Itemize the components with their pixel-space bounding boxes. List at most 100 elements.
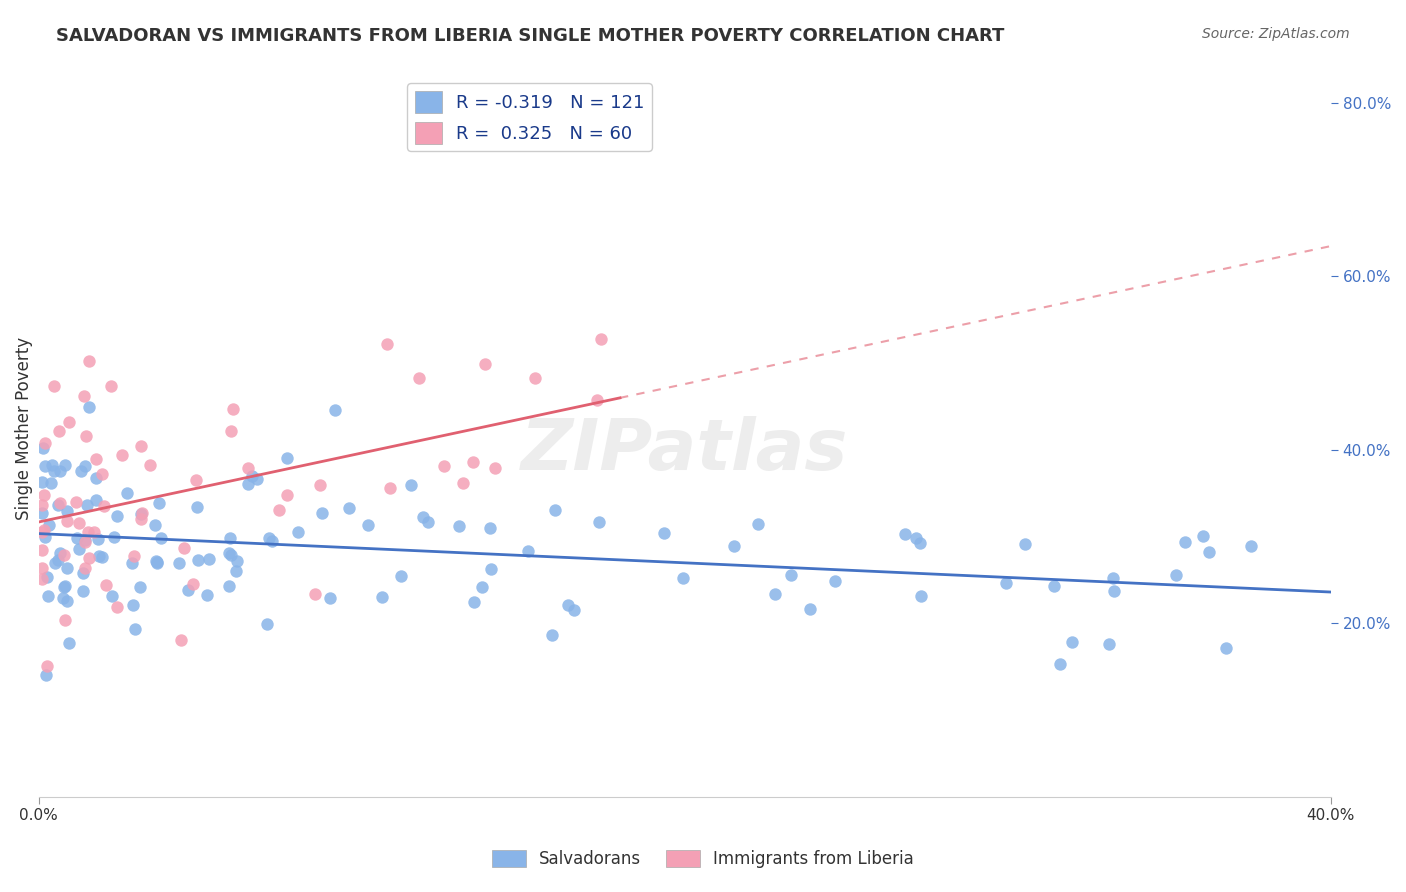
Point [32,441,55,455]
Point [34,458,56,473]
Point [77,354,100,368]
Point [562,603,585,617]
Point [186,500,208,514]
Point [41,458,63,472]
Legend: R = -0.319   N = 121, R =  0.325   N = 60: R = -0.319 N = 121, R = 0.325 N = 60 [408,83,652,151]
Point [131,506,153,520]
Point [49,546,72,560]
Point [219,424,242,438]
Point [75,429,97,443]
Point [53,580,76,594]
Point [115,486,138,500]
Point [139,458,162,472]
Point [76,525,98,540]
Point [53,458,76,472]
Point [723,539,745,553]
Point [44,379,66,393]
Point [181,577,204,591]
Point [96,578,118,592]
Point [1043,579,1066,593]
Point [44,556,66,570]
Point [1192,529,1215,543]
Point [38,518,60,533]
Point [905,531,928,545]
Point [103,530,125,544]
Point [378,481,401,495]
Point [58,636,80,650]
Point [276,488,298,502]
Point [75,458,97,473]
Point [747,517,769,532]
Legend: Salvadorans, Immigrants from Liberia: Salvadorans, Immigrants from Liberia [485,843,921,875]
Point [100,589,122,603]
Point [995,576,1018,591]
Point [187,553,209,567]
Point [218,546,240,560]
Point [72,566,94,581]
Point [31,498,53,512]
Point [269,503,291,517]
Point [1215,641,1237,656]
Point [84,492,107,507]
Point [1102,584,1125,599]
Point [46,499,69,513]
Point [221,401,243,416]
Point [309,478,332,492]
Point [461,455,484,469]
Point [276,451,298,466]
Point [149,531,172,545]
Point [337,500,360,515]
Point [672,571,695,585]
Point [1174,535,1197,549]
Point [516,543,538,558]
Point [129,507,152,521]
Point [100,379,122,393]
Point [66,531,89,545]
Point [122,599,145,613]
Point [34,530,56,544]
Point [31,573,53,587]
Point [65,495,87,509]
Point [145,554,167,568]
Point [90,467,112,481]
Point [55,503,77,517]
Point [49,465,72,479]
Point [173,541,195,555]
Point [287,525,309,540]
Point [72,389,94,403]
Point [143,518,166,533]
Point [39,475,62,490]
Point [121,557,143,571]
Point [375,337,398,351]
Point [111,448,134,462]
Point [58,415,80,429]
Point [416,516,439,530]
Point [652,526,675,541]
Point [186,474,208,488]
Point [260,534,283,549]
Point [524,371,547,385]
Point [225,564,247,578]
Point [46,553,69,567]
Point [226,554,249,568]
Point [408,371,430,385]
Point [77,551,100,566]
Point [37,659,59,673]
Point [463,594,485,608]
Point [52,548,75,562]
Point [399,477,422,491]
Point [105,508,128,523]
Point [236,460,259,475]
Point [357,518,380,533]
Point [371,590,394,604]
Point [75,533,97,547]
Point [1098,637,1121,651]
Point [799,602,821,616]
Point [197,552,219,566]
Point [589,333,612,347]
Point [471,580,494,594]
Point [75,561,97,575]
Point [49,496,72,510]
Point [73,534,96,549]
Point [246,472,269,486]
